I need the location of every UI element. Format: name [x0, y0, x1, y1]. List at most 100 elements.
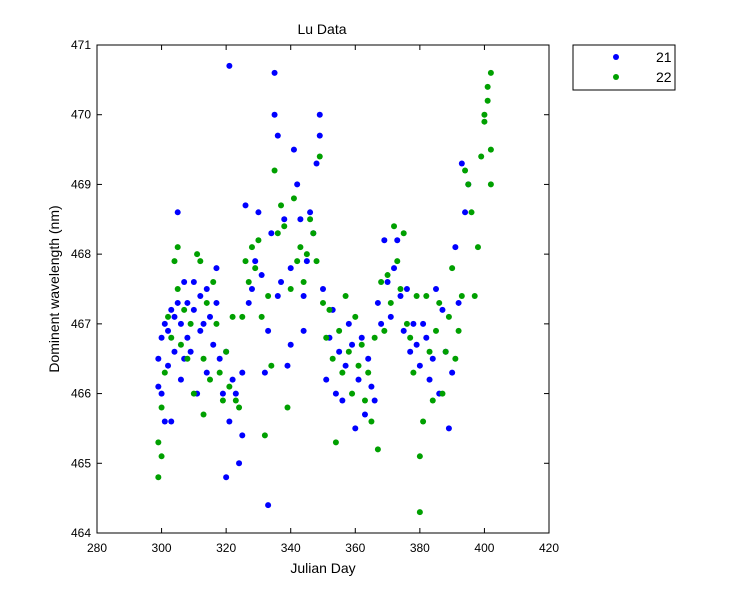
- x-axis-title: Julian Day: [290, 560, 355, 576]
- data-point-21: [187, 348, 194, 355]
- data-point-21: [165, 362, 172, 369]
- data-point-21: [158, 390, 165, 397]
- data-point-22: [342, 292, 349, 299]
- data-point-21: [213, 265, 220, 272]
- data-point-21: [258, 272, 265, 279]
- data-point-21: [455, 299, 462, 306]
- data-point-22: [449, 265, 456, 272]
- data-point-21: [197, 327, 204, 334]
- series-22: [155, 69, 494, 516]
- data-point-22: [452, 355, 459, 362]
- data-point-21: [300, 292, 307, 299]
- data-point-22: [310, 230, 317, 237]
- data-point-21: [255, 209, 262, 216]
- y-tick-label: 469: [71, 177, 91, 191]
- data-point-22: [226, 383, 233, 390]
- data-point-21: [287, 265, 294, 272]
- data-point-22: [349, 390, 356, 397]
- y-tick-label: 468: [71, 247, 91, 261]
- data-point-22: [397, 286, 404, 292]
- data-point-21: [184, 299, 191, 306]
- data-point-21: [342, 362, 349, 369]
- data-point-21: [374, 299, 381, 306]
- x-tick-label: 420: [539, 541, 559, 555]
- data-point-22: [181, 306, 188, 313]
- data-point-21: [358, 334, 365, 341]
- data-point-22: [361, 397, 368, 404]
- data-point-22: [462, 167, 469, 174]
- data-point-22: [387, 299, 394, 306]
- data-point-22: [413, 292, 420, 299]
- y-axis-title: Dominent wavelength (nm): [46, 205, 62, 372]
- data-point-21: [410, 320, 417, 327]
- data-point-21: [449, 369, 456, 376]
- data-point-22: [232, 397, 239, 404]
- x-tick-label: 400: [474, 541, 494, 555]
- data-point-22: [416, 453, 423, 460]
- data-point-21: [174, 209, 181, 216]
- data-point-21: [371, 397, 378, 404]
- data-point-21: [203, 369, 210, 376]
- data-point-22: [429, 397, 436, 404]
- data-point-22: [445, 313, 452, 320]
- points-layer: [155, 62, 494, 516]
- data-point-21: [416, 362, 423, 369]
- data-point-21: [336, 348, 343, 355]
- data-point-22: [423, 292, 430, 299]
- data-point-21: [239, 369, 246, 376]
- data-point-22: [190, 390, 197, 397]
- data-point-22: [274, 230, 281, 237]
- data-point-22: [323, 334, 330, 341]
- data-point-22: [391, 223, 398, 230]
- data-point-21: [200, 320, 207, 327]
- data-point-21: [381, 237, 388, 244]
- data-point-22: [371, 334, 378, 341]
- data-point-22: [481, 118, 488, 125]
- data-point-21: [168, 418, 175, 425]
- x-tick-label: 300: [152, 541, 172, 555]
- y-tick-label: 465: [71, 456, 91, 470]
- data-point-21: [155, 355, 162, 362]
- data-point-22: [400, 230, 407, 237]
- data-point-21: [242, 202, 249, 209]
- data-point-22: [268, 362, 275, 369]
- data-point-22: [329, 355, 336, 362]
- data-point-22: [258, 313, 265, 320]
- data-point-22: [433, 327, 439, 334]
- data-point-21: [294, 181, 301, 188]
- data-point-21: [278, 279, 285, 286]
- data-point-22: [378, 279, 385, 286]
- data-point-21: [332, 390, 339, 397]
- data-point-21: [394, 237, 401, 244]
- data-point-22: [300, 279, 307, 286]
- data-point-22: [313, 258, 320, 265]
- data-point-21: [261, 369, 268, 376]
- y-tick-label: 470: [71, 108, 91, 122]
- data-point-21: [239, 432, 246, 439]
- data-point-21: [171, 348, 178, 355]
- data-point-21: [452, 244, 459, 251]
- data-point-21: [265, 327, 272, 334]
- data-point-22: [203, 299, 210, 306]
- data-point-21: [223, 474, 230, 481]
- data-point-22: [416, 509, 423, 516]
- data-point-22: [345, 348, 352, 355]
- data-point-21: [174, 299, 181, 306]
- data-point-21: [426, 376, 433, 383]
- legend-box: [572, 44, 676, 91]
- data-point-22: [290, 195, 297, 202]
- data-point-22: [474, 244, 481, 251]
- data-point-21: [248, 286, 255, 292]
- data-point-21: [171, 313, 178, 320]
- data-point-21: [429, 355, 436, 362]
- y-tick-label: 471: [71, 38, 91, 52]
- data-point-22: [194, 251, 201, 258]
- data-point-22: [407, 334, 414, 341]
- data-point-21: [226, 418, 233, 425]
- data-point-21: [161, 320, 168, 327]
- data-point-21: [216, 355, 223, 362]
- data-point-22: [284, 404, 291, 411]
- data-point-21: [413, 341, 420, 348]
- data-point-21: [284, 362, 291, 369]
- data-point-21: [252, 258, 259, 265]
